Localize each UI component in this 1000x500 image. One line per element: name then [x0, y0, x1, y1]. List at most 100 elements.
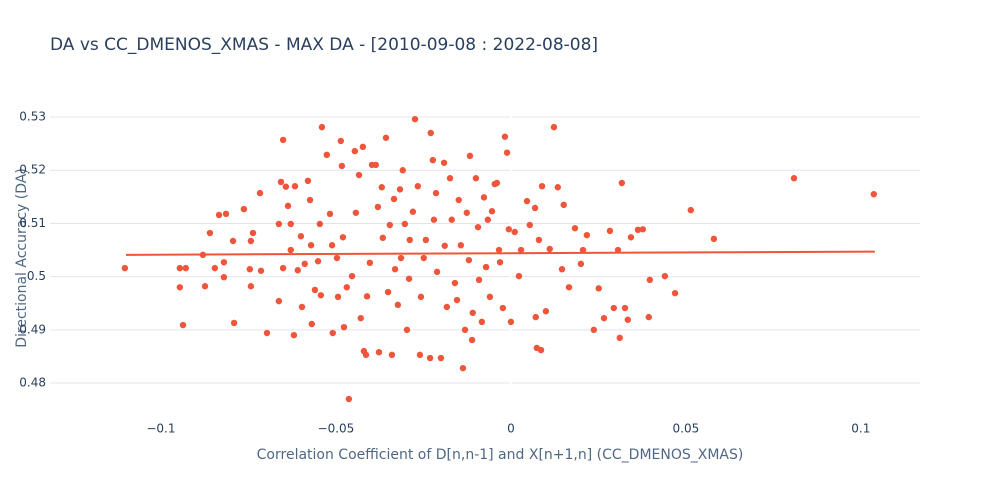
point — [287, 246, 294, 254]
y-tick-label: 0.5 — [27, 269, 46, 283]
point — [480, 194, 488, 201]
point — [443, 303, 451, 311]
point — [610, 304, 617, 312]
point — [790, 175, 798, 182]
trend-line — [125, 250, 875, 256]
point — [616, 334, 623, 342]
x-tick-label: 0.05 — [673, 422, 700, 436]
point — [211, 264, 219, 272]
point — [357, 314, 364, 322]
point — [546, 245, 553, 253]
point — [339, 234, 347, 241]
point — [501, 133, 509, 140]
y-tick-label: 0.53 — [19, 110, 46, 124]
point — [451, 279, 459, 287]
point — [621, 304, 629, 312]
point — [437, 354, 445, 362]
point — [201, 283, 209, 290]
point — [416, 351, 424, 359]
point — [463, 209, 471, 216]
point — [515, 272, 523, 280]
point — [307, 242, 315, 249]
point — [475, 276, 483, 284]
point — [379, 234, 387, 242]
point — [343, 284, 350, 291]
point — [397, 254, 405, 262]
point — [247, 283, 255, 290]
point — [220, 273, 228, 281]
point — [179, 321, 187, 329]
point — [465, 256, 473, 264]
point — [409, 208, 417, 215]
point — [870, 190, 878, 198]
point — [411, 115, 419, 123]
point — [222, 210, 230, 218]
point — [571, 225, 579, 232]
point — [318, 123, 326, 131]
point — [338, 162, 346, 170]
point — [362, 351, 370, 359]
point — [334, 293, 342, 301]
point — [277, 178, 285, 186]
point — [396, 186, 404, 193]
point — [505, 226, 512, 233]
point — [406, 236, 413, 244]
point — [550, 123, 558, 131]
point — [511, 228, 518, 236]
point — [624, 316, 631, 323]
y-tick-label: 0.52 — [19, 163, 46, 177]
point — [304, 177, 312, 185]
point — [351, 147, 359, 155]
point — [359, 143, 367, 151]
y-tick-label: 0.49 — [19, 322, 46, 336]
point — [388, 351, 396, 359]
point — [301, 260, 308, 268]
point — [496, 259, 504, 266]
point — [355, 171, 363, 179]
point — [634, 226, 642, 234]
point — [646, 276, 654, 284]
point — [394, 301, 402, 309]
point — [176, 284, 184, 291]
point — [517, 246, 525, 254]
point — [579, 246, 587, 254]
point — [427, 129, 434, 137]
point — [374, 203, 382, 211]
point — [433, 268, 441, 276]
point — [246, 265, 254, 273]
chart-title: DA vs CC_DMENOS_XMAS - MAX DA - [2010-09… — [50, 35, 598, 55]
y-tick-label: 0.48 — [19, 376, 46, 390]
x-tick-label: −0.05 — [318, 422, 355, 436]
point — [417, 293, 425, 301]
point — [482, 263, 490, 271]
point — [618, 179, 626, 187]
point — [311, 286, 319, 294]
point — [565, 284, 573, 291]
point — [333, 254, 341, 262]
point — [414, 182, 422, 190]
point — [466, 152, 474, 160]
point — [453, 296, 461, 304]
point — [314, 258, 322, 265]
point — [432, 189, 440, 197]
point — [316, 220, 324, 228]
point — [488, 208, 496, 215]
point — [308, 320, 315, 328]
point — [537, 346, 545, 354]
point — [474, 223, 482, 231]
point — [422, 236, 430, 244]
point — [284, 202, 292, 210]
point — [249, 229, 257, 237]
point — [298, 303, 306, 311]
point — [583, 231, 591, 239]
point — [326, 210, 334, 218]
point — [671, 289, 679, 297]
point — [340, 323, 348, 331]
point — [469, 309, 476, 317]
point — [372, 161, 380, 169]
point — [661, 272, 669, 280]
point — [577, 260, 585, 268]
point — [291, 182, 299, 190]
